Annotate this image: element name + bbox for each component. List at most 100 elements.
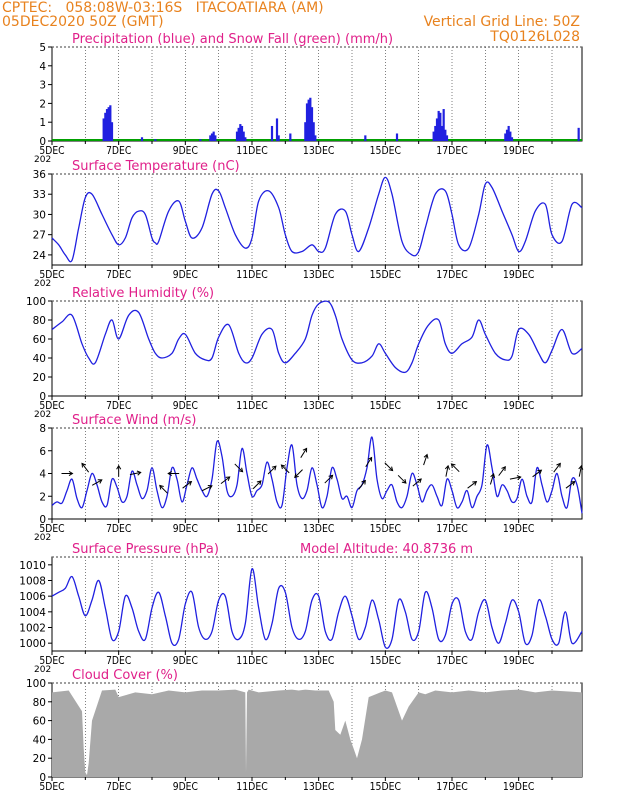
x-tick-label: 17DEC bbox=[436, 145, 468, 157]
x-tick-label: 13DEC bbox=[303, 269, 335, 281]
wind-arrow-shaft bbox=[423, 454, 428, 466]
wind-arrow-head bbox=[136, 470, 142, 476]
y-tick-label: 100 bbox=[26, 296, 46, 308]
x-tick-label: 7DEC bbox=[106, 781, 131, 793]
precip-bar bbox=[199, 139, 202, 141]
x-tick-label: 19DEC bbox=[503, 655, 535, 667]
precip-bar bbox=[304, 122, 307, 141]
wind-arrow-shaft bbox=[565, 481, 576, 489]
y-tick-label: 1006 bbox=[19, 591, 46, 603]
x-tick-label: 5DEC bbox=[39, 781, 64, 793]
precip-bar bbox=[439, 112, 442, 141]
precip-bar bbox=[154, 139, 157, 141]
wind-arrow-shaft bbox=[234, 463, 243, 473]
wind-arrow-head bbox=[328, 474, 334, 480]
precip-bar bbox=[395, 133, 399, 141]
wind-arrow-shaft bbox=[578, 465, 582, 477]
wind-arrow-head bbox=[401, 478, 407, 484]
y-tick-label: 20 bbox=[33, 753, 46, 765]
x-tick-label: 13DEC bbox=[303, 655, 335, 667]
y-tick-label: 27 bbox=[33, 230, 46, 242]
wind-arrow-head bbox=[256, 480, 262, 486]
y-tick-label: 40 bbox=[33, 353, 46, 365]
wind-arrow-head bbox=[187, 481, 193, 486]
panel-title: Surface Pressure (hPa) bbox=[72, 542, 219, 557]
x-year-label: 202 bbox=[34, 665, 51, 675]
precip-bar bbox=[275, 118, 279, 141]
wind-arrow-head bbox=[361, 479, 366, 485]
wind-arrow-shaft bbox=[445, 465, 449, 477]
x-tick-label: 15DEC bbox=[370, 523, 402, 535]
wind-arrow-head bbox=[280, 464, 286, 470]
y-tick-label: 4 bbox=[39, 469, 46, 481]
wind-arrow-head bbox=[238, 467, 244, 473]
y-tick-label: 2 bbox=[39, 98, 46, 110]
series-line bbox=[51, 300, 583, 374]
y-tick-label: 1 bbox=[39, 117, 46, 129]
wind-arrow-head bbox=[68, 470, 74, 477]
wind-arrow-head bbox=[388, 466, 394, 472]
wind-arrow-shaft bbox=[300, 448, 308, 458]
wind-arrow-head bbox=[444, 464, 450, 470]
precip-bar bbox=[509, 131, 512, 141]
wind-arrow-head bbox=[271, 465, 277, 471]
y-tick-label: 100 bbox=[26, 678, 46, 690]
y-tick-label: 1000 bbox=[19, 638, 46, 650]
x-tick-label: 5DEC bbox=[39, 400, 64, 412]
x-tick-label: 13DEC bbox=[303, 400, 335, 412]
x-year-label: 202 bbox=[34, 410, 51, 420]
x-tick-label: 15DEC bbox=[370, 145, 402, 157]
x-tick-label: 11DEC bbox=[236, 781, 268, 793]
x-tick-label: 11DEC bbox=[236, 655, 268, 667]
x-tick-label: 15DEC bbox=[370, 655, 402, 667]
wind-arrow-shaft bbox=[281, 464, 290, 474]
x-tick-label: 19DEC bbox=[503, 269, 535, 281]
precip-bar bbox=[107, 107, 110, 141]
wind-arrow-shaft bbox=[267, 465, 277, 475]
precip-bar bbox=[444, 129, 447, 141]
precip-bar bbox=[242, 131, 245, 141]
x-tick-label: 9DEC bbox=[173, 781, 198, 793]
x-tick-label: 11DEC bbox=[236, 523, 268, 535]
y-tick-label: 5 bbox=[39, 42, 46, 54]
x-tick-label: 11DEC bbox=[236, 145, 268, 157]
series-line bbox=[51, 176, 583, 263]
y-tick-label: 80 bbox=[33, 697, 46, 709]
wind-arrow-shaft bbox=[182, 481, 192, 489]
wind-arrow-head bbox=[556, 462, 561, 468]
wind-arrow-shaft bbox=[467, 481, 477, 489]
precip-bar bbox=[289, 133, 292, 141]
precip-bar bbox=[235, 131, 239, 141]
precip-bar bbox=[312, 122, 315, 141]
wind-arrow-head bbox=[116, 464, 122, 470]
precip-bar bbox=[212, 131, 215, 141]
x-tick-label: 19DEC bbox=[503, 145, 535, 157]
x-tick-label: 5DEC bbox=[39, 523, 64, 535]
y-tick-label: 20 bbox=[33, 372, 46, 384]
wind-arrow-shaft bbox=[397, 474, 407, 484]
precip-bar bbox=[239, 124, 242, 141]
x-tick-label: 17DEC bbox=[436, 655, 468, 667]
header-date: 05DEC2020 50Z (GMT) bbox=[2, 14, 164, 30]
panel-title: Relative Humidity (%) bbox=[72, 286, 214, 301]
x-tick-label: 17DEC bbox=[436, 523, 468, 535]
precip-bar bbox=[434, 125, 437, 141]
panel-title: Surface Wind (m/s) bbox=[72, 413, 196, 428]
panel-title: Surface Temperature (nC) bbox=[72, 159, 240, 174]
precip-bar bbox=[277, 135, 280, 141]
x-tick-label: 19DEC bbox=[503, 781, 535, 793]
precip-bar bbox=[445, 135, 449, 141]
wind-arrow-head bbox=[537, 469, 543, 475]
wind-arrow-shaft bbox=[553, 463, 561, 473]
precip-bar bbox=[104, 112, 107, 141]
wind-arrow-shaft bbox=[412, 478, 422, 487]
y-tick-label: 8 bbox=[39, 423, 46, 435]
panel-frame bbox=[51, 300, 583, 397]
wind-arrow-shaft bbox=[532, 469, 542, 478]
panel-title: Precipitation (blue) and Snow Fall (gree… bbox=[72, 32, 393, 47]
precip-bar bbox=[214, 135, 217, 141]
wind-arrow-head bbox=[367, 456, 373, 462]
precip-bar bbox=[105, 109, 109, 141]
x-tick-label: 7DEC bbox=[106, 523, 131, 535]
